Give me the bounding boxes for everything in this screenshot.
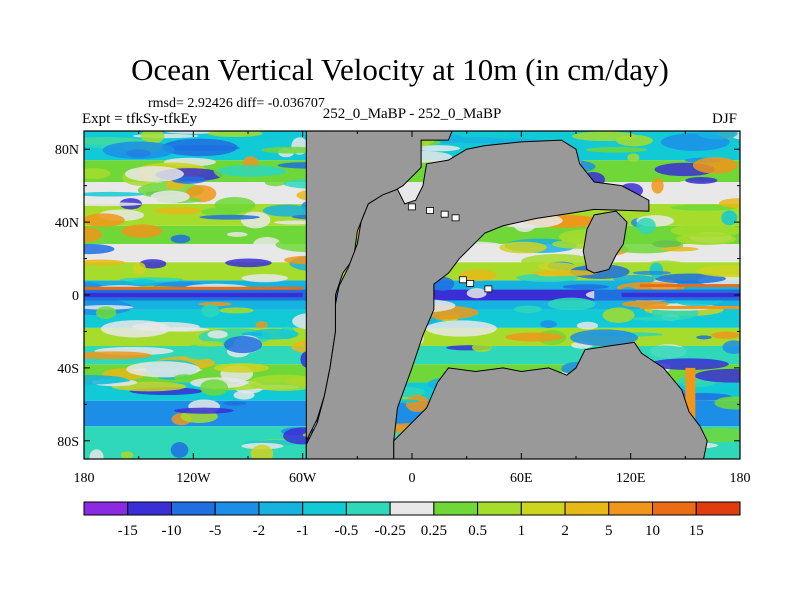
colorbar-swatch [520, 501, 566, 516]
colorbar-swatch [127, 501, 172, 516]
colorbar-swatch [695, 501, 741, 516]
land-continent-east [582, 210, 628, 274]
colorbar-label: -15 [118, 523, 138, 539]
axis-ticks: 80N 40N 0 40S 80S 180 120W 60W 0 60E 120E 180 [55, 131, 751, 486]
colorbar-label: -10 [161, 523, 181, 539]
colorbar-swatch [302, 501, 347, 516]
lon-label: 120E [616, 471, 646, 486]
island [407, 203, 416, 211]
cases-label: 252_0_MaBP - 252_0_MaBP [322, 106, 502, 122]
island [484, 285, 493, 293]
colorbar-swatch [389, 501, 435, 516]
lat-label: 80S [57, 435, 79, 450]
lon-label: 180 [730, 471, 751, 486]
colorbar-label: 0.25 [421, 523, 447, 539]
lon-label: 180 [74, 471, 95, 486]
island [451, 214, 460, 222]
colorbar-swatch [477, 501, 522, 516]
colorbar-label: 0.5 [468, 523, 487, 539]
island [440, 210, 449, 218]
land-continent-south [393, 341, 708, 459]
lat-label: 40N [55, 216, 79, 231]
land-continent-west [305, 139, 650, 459]
map-plot-area [84, 131, 740, 459]
colorbar-label: -0.5 [335, 523, 359, 539]
colorbar-swatch [345, 501, 391, 516]
colorbar-label: 5 [605, 523, 613, 539]
experiment-label: Expt = tfkSy-tfkEy [82, 111, 198, 127]
colorbar: -15 -10 -5 -2 -1 -0.5 -0.25 0.25 0.5 1 2 5 10 15 [83, 501, 741, 539]
colorbar-label: -2 [253, 523, 266, 539]
chart-title: Ocean Vertical Velocity at 10m (in cm/da… [131, 52, 669, 87]
season-label: DJF [712, 111, 738, 127]
colorbar-label: 1 [518, 523, 526, 539]
colorbar-swatch [258, 501, 304, 516]
colorbar-swatch [83, 501, 129, 516]
colorbar-swatch [214, 501, 260, 516]
colorbar-label: 10 [645, 523, 660, 539]
colorbar-label: 2 [561, 523, 569, 539]
lon-label: 60W [289, 471, 317, 486]
colorbar-label: -1 [296, 523, 309, 539]
colorbar-label: -0.25 [375, 523, 406, 539]
colorbar-swatch [608, 501, 654, 516]
lon-label: 0 [409, 471, 416, 486]
stats-line: rmsd= 2.92426 diff= -0.036707 [148, 96, 325, 111]
colorbar-swatch [433, 501, 479, 516]
land-masses [305, 131, 708, 459]
colorbar-swatch [170, 501, 216, 516]
lat-label: 40S [57, 362, 79, 377]
colorbar-swatch [652, 501, 697, 516]
lat-label: 0 [72, 289, 79, 304]
lat-label: 80N [55, 143, 79, 158]
colorbar-label: -5 [209, 523, 222, 539]
lon-label: 120W [176, 471, 211, 486]
colorbar-label: 15 [689, 523, 704, 539]
island [426, 207, 434, 214]
lon-label: 60E [510, 471, 533, 486]
colorbar-swatch [564, 501, 610, 516]
island [458, 276, 467, 284]
equatorial-band [84, 284, 740, 309]
island [466, 280, 475, 287]
